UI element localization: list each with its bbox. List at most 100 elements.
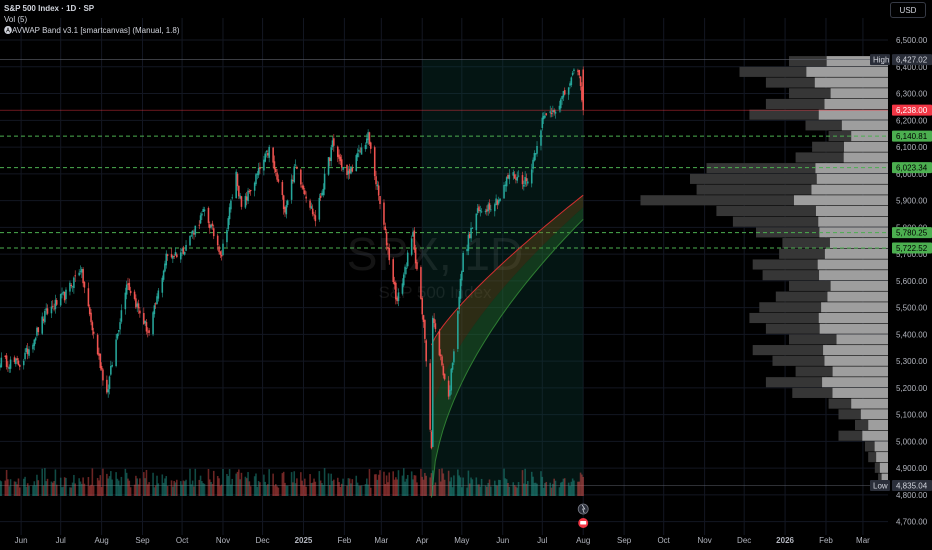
candle[interactable] <box>268 146 270 158</box>
candle[interactable] <box>81 268 83 273</box>
candle[interactable] <box>425 340 427 362</box>
candle[interactable] <box>431 317 434 447</box>
candle[interactable] <box>313 214 315 216</box>
candle[interactable] <box>46 308 49 314</box>
candle[interactable] <box>573 69 575 71</box>
candle[interactable] <box>253 182 256 191</box>
candle[interactable] <box>530 169 533 184</box>
candle[interactable] <box>296 166 298 169</box>
candle[interactable] <box>281 182 284 196</box>
candle[interactable] <box>139 310 141 314</box>
candle[interactable] <box>193 232 195 235</box>
candle[interactable] <box>256 173 259 175</box>
candle[interactable] <box>459 278 462 299</box>
candle[interactable] <box>78 272 80 276</box>
candle[interactable] <box>462 253 464 272</box>
candle[interactable] <box>302 185 305 190</box>
candle[interactable] <box>338 154 340 159</box>
candle[interactable] <box>450 368 453 391</box>
candle[interactable] <box>421 298 424 315</box>
candle[interactable] <box>559 99 562 109</box>
candle[interactable] <box>458 296 460 310</box>
candle[interactable] <box>393 281 396 285</box>
candle[interactable] <box>190 235 193 237</box>
candle[interactable] <box>396 297 398 302</box>
candle[interactable] <box>540 130 542 146</box>
candle[interactable] <box>161 277 164 293</box>
candle[interactable] <box>99 353 102 369</box>
candle[interactable] <box>248 190 251 193</box>
candle[interactable] <box>478 206 480 212</box>
candle[interactable] <box>54 299 57 310</box>
candle[interactable] <box>216 235 219 246</box>
candle[interactable] <box>376 184 379 187</box>
candle[interactable] <box>553 109 555 113</box>
candle[interactable] <box>329 157 331 161</box>
candle[interactable] <box>272 147 274 163</box>
candle[interactable] <box>494 204 496 212</box>
candle[interactable] <box>148 330 150 333</box>
price-tag[interactable] <box>892 242 932 254</box>
candle[interactable] <box>346 164 348 175</box>
symbol-title[interactable]: S&P 500 Index · 1D · SP <box>4 4 95 13</box>
candle[interactable] <box>70 284 73 287</box>
candle[interactable] <box>581 86 583 101</box>
candle[interactable] <box>480 211 483 213</box>
candle[interactable] <box>377 185 380 196</box>
candle[interactable] <box>284 206 286 213</box>
candle[interactable] <box>311 208 314 215</box>
candle[interactable] <box>136 303 139 307</box>
candle[interactable] <box>392 259 394 283</box>
candle[interactable] <box>570 77 573 86</box>
candle[interactable] <box>388 247 391 261</box>
candle[interactable] <box>235 171 237 199</box>
candle[interactable] <box>127 283 129 285</box>
candle[interactable] <box>487 204 489 212</box>
candle[interactable] <box>569 83 571 86</box>
candle[interactable] <box>301 185 303 188</box>
candle[interactable] <box>350 166 352 174</box>
candle[interactable] <box>447 380 450 397</box>
candle[interactable] <box>37 327 40 333</box>
candle[interactable] <box>79 270 82 272</box>
candle[interactable] <box>73 277 75 289</box>
candle[interactable] <box>534 153 537 155</box>
candle[interactable] <box>582 69 584 111</box>
candle[interactable] <box>422 315 425 323</box>
candle[interactable] <box>53 308 55 310</box>
candle[interactable] <box>124 292 127 310</box>
candle[interactable] <box>375 176 377 185</box>
candle[interactable] <box>240 196 243 207</box>
candle[interactable] <box>490 209 492 211</box>
candle[interactable] <box>318 197 321 220</box>
candle[interactable] <box>294 164 297 166</box>
candle[interactable] <box>549 111 552 113</box>
candle[interactable] <box>45 308 47 311</box>
candle[interactable] <box>496 200 499 205</box>
candle[interactable] <box>143 313 145 325</box>
candle[interactable] <box>405 267 408 269</box>
candle[interactable] <box>441 356 443 366</box>
candle[interactable] <box>356 153 359 158</box>
candle[interactable] <box>247 190 249 202</box>
candle[interactable] <box>203 209 206 212</box>
candle[interactable] <box>402 274 405 286</box>
candle[interactable] <box>13 357 16 363</box>
candle[interactable] <box>74 275 76 277</box>
candle[interactable] <box>100 366 103 370</box>
candle[interactable] <box>28 349 30 356</box>
candle[interactable] <box>91 322 94 331</box>
candle[interactable] <box>257 167 260 176</box>
candle[interactable] <box>244 196 247 208</box>
candle[interactable] <box>211 223 214 226</box>
candle[interactable] <box>207 207 210 223</box>
candle[interactable] <box>542 115 545 120</box>
candle[interactable] <box>245 196 248 201</box>
candle[interactable] <box>438 331 441 356</box>
candle[interactable] <box>0 365 1 368</box>
candle[interactable] <box>406 252 409 267</box>
candle[interactable] <box>185 244 187 251</box>
candle[interactable] <box>401 283 404 294</box>
candle[interactable] <box>351 168 354 172</box>
candle[interactable] <box>507 175 509 179</box>
